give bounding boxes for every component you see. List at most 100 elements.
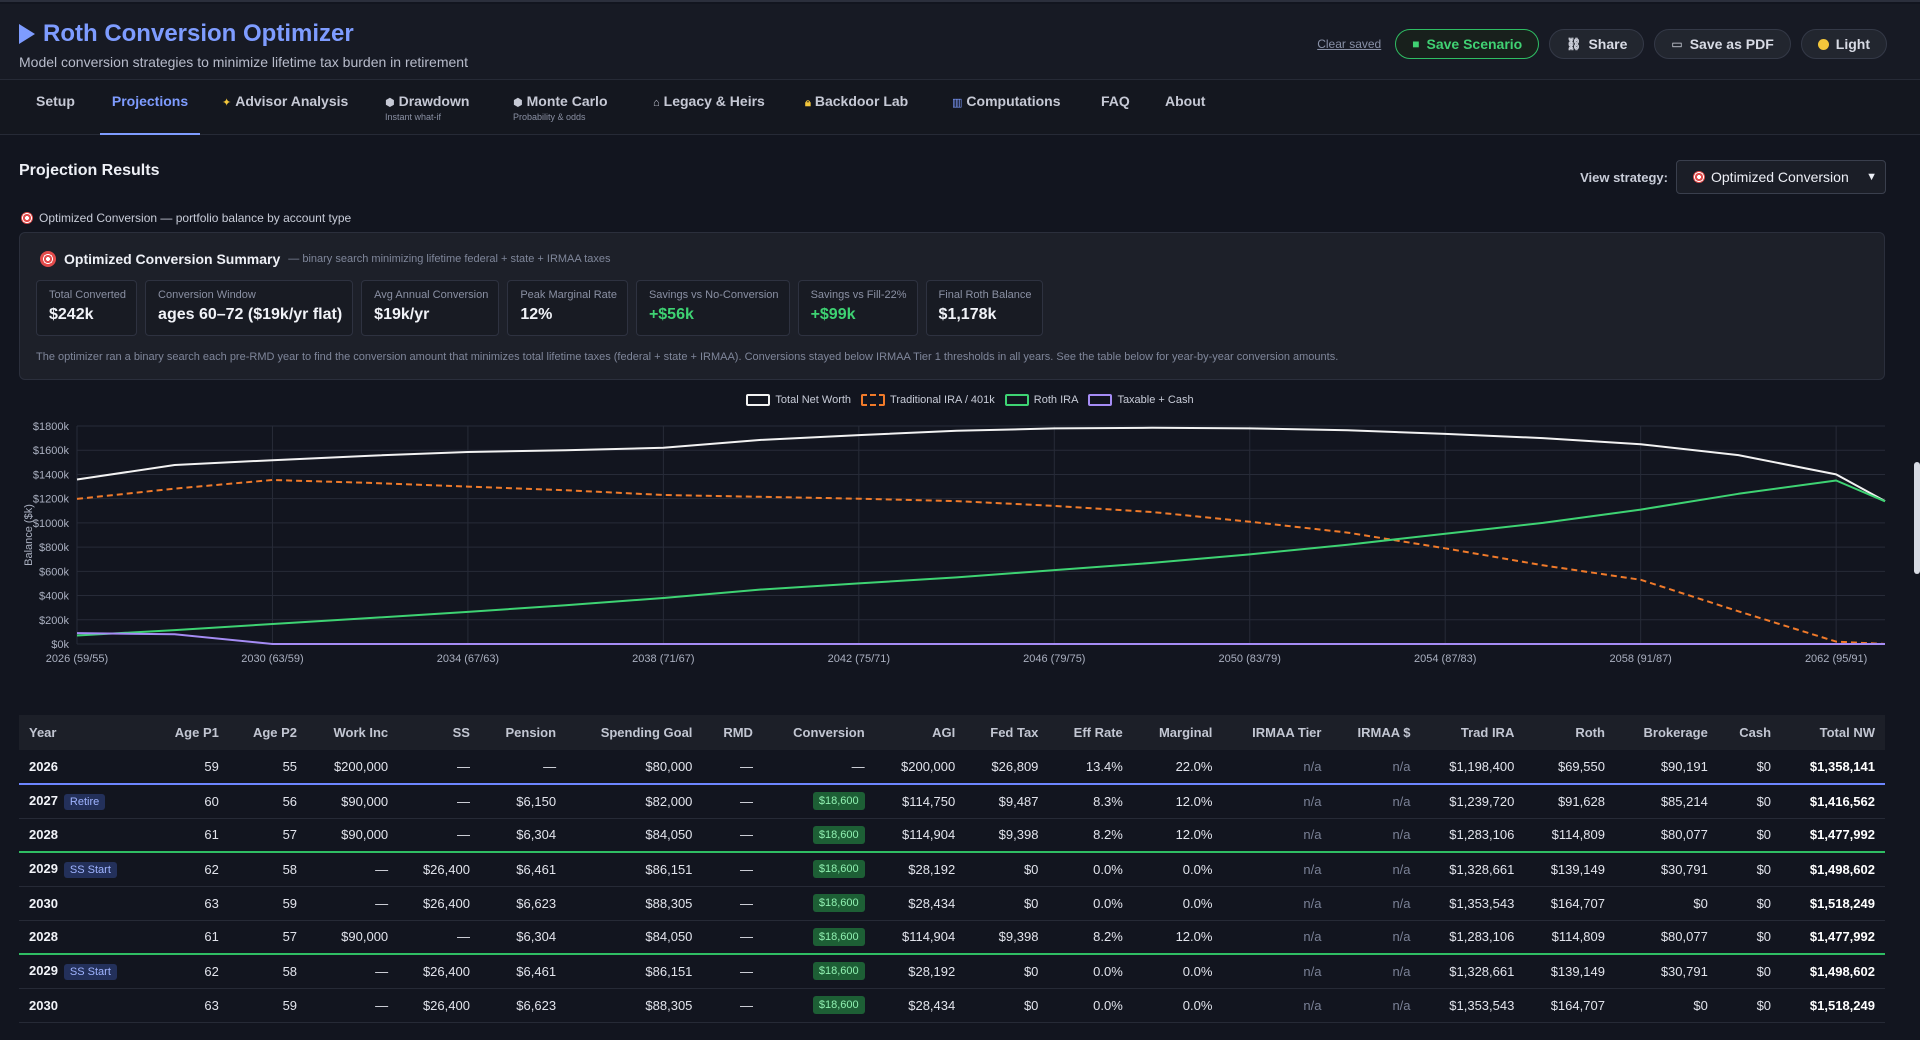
share-button[interactable]: ⛓ Share: [1549, 29, 1645, 59]
table-cell: $1,518,249: [1781, 988, 1885, 1023]
table-cell: $0: [1717, 851, 1782, 887]
house-icon: ⌂: [653, 97, 660, 109]
table-cell: $91,628: [1524, 783, 1615, 819]
table-cell: 0.0%: [1048, 953, 1133, 989]
y-tick-label: $200k: [39, 615, 69, 627]
tab-computations-label: Computations: [966, 93, 1061, 109]
scrollbar-thumb[interactable]: [1914, 462, 1920, 574]
table-cell: $114,904: [874, 920, 966, 955]
target-icon: [40, 251, 56, 267]
summary-header: Optimized Conversion Summary — binary se…: [40, 251, 610, 267]
table-cell: n/a: [1222, 953, 1332, 989]
table-cell: $114,809: [1524, 920, 1615, 955]
tab-legacy-heirs[interactable]: ⌂ Legacy & Heirs: [653, 80, 765, 135]
table-cell: n/a: [1222, 851, 1332, 887]
x-tick-label: 2054 (87/83): [1414, 653, 1476, 665]
series-line-1: [76, 479, 1886, 645]
tab-drawdown[interactable]: ⬢ Drawdown Instant what-if: [385, 80, 469, 135]
tab-monte-carlo-sub: Probability & odds: [513, 112, 586, 122]
table-cell: —: [762, 750, 875, 785]
cube-icon: ⬢: [385, 97, 395, 109]
table-cell: n/a: [1222, 920, 1332, 955]
legend-item-trad-ira[interactable]: Traditional IRA / 401k: [861, 394, 995, 406]
tab-monte-carlo[interactable]: ⬢ Monte Carlo Probability & odds: [513, 80, 608, 135]
strategy-select[interactable]: Optimized Conversion ▼: [1676, 160, 1886, 194]
stat-label: Conversion Window: [158, 289, 256, 301]
table-cell: 8.3%: [1048, 783, 1133, 819]
legend-item-taxable[interactable]: Taxable + Cash: [1088, 394, 1194, 406]
table-cell: n/a: [1222, 988, 1332, 1023]
table-cell: $0: [1717, 818, 1782, 853]
column-header: Conversion: [762, 715, 875, 750]
y-tick-label: $600k: [39, 566, 69, 578]
table-cell: n/a: [1331, 750, 1421, 785]
tab-about[interactable]: About: [1165, 80, 1205, 135]
stat-value: $1,178k: [938, 306, 997, 323]
tab-advisor-analysis[interactable]: ✦ Advisor Analysis: [222, 80, 348, 135]
conversion-chip: $18,600: [812, 962, 865, 981]
table-cell: $86,151: [566, 851, 703, 887]
table-cell: $114,904: [874, 818, 966, 853]
table-cell: $28,192: [874, 851, 966, 887]
save-pdf-button[interactable]: ▭ Save as PDF: [1654, 29, 1791, 59]
table-cell: $90,000: [307, 783, 399, 819]
target-icon: [21, 212, 33, 224]
table-cell: 55: [228, 750, 308, 785]
tab-backdoor-lab[interactable]: 🔒︎ Backdoor Lab: [805, 80, 908, 135]
table-cell: $139,149: [1524, 953, 1615, 989]
header-actions: Clear saved ■ Save Scenario ⛓ Share ▭ Sa…: [1317, 29, 1887, 59]
legend-item-roth[interactable]: Roth IRA: [1004, 394, 1078, 406]
table-cell: n/a: [1222, 750, 1332, 785]
table-cell: —: [702, 851, 763, 887]
tab-projections[interactable]: Projections: [100, 80, 200, 135]
conversion-chip: $18,600: [812, 825, 865, 844]
table-cell: —: [702, 953, 763, 989]
year-cell: 2026: [19, 750, 151, 785]
stat-avg-annual: Avg Annual Conversion $19k/yr: [361, 280, 500, 336]
save-scenario-button[interactable]: ■ Save Scenario: [1395, 29, 1540, 59]
table-cell: $90,000: [307, 818, 399, 853]
tab-faq[interactable]: FAQ: [1101, 80, 1130, 135]
table-cell: 22.0%: [1132, 750, 1223, 785]
chart-legend: Total Net Worth Traditional IRA / 401k R…: [0, 394, 1900, 406]
tab-setup[interactable]: Setup: [36, 80, 75, 135]
theme-toggle-button[interactable]: Light: [1800, 29, 1887, 59]
column-header: Cash: [1717, 715, 1782, 750]
x-tick-label: 2058 (91/87): [1609, 653, 1671, 665]
table-header-row: Year Age P1 Age P2 Work Inc SS Pension Spendin…: [19, 715, 1885, 750]
stat-savings-no-conversion: Savings vs No-Conversion +$56k: [635, 280, 790, 336]
table-cell: $9,398: [965, 818, 1049, 853]
legend-item-total-nw[interactable]: Total Net Worth: [746, 394, 851, 406]
table-cell: 0.0%: [1048, 886, 1133, 921]
stat-value: 12%: [520, 306, 553, 323]
table-cell: 0.0%: [1132, 886, 1223, 921]
clear-saved-link[interactable]: Clear saved: [1317, 37, 1382, 51]
table-row: 2026 59 55 $200,000— — $80,000— — $200,000 $26,8…: [19, 750, 1885, 785]
table-cell: $26,400: [398, 988, 480, 1023]
table-cell: $0: [1717, 783, 1782, 819]
table-cell: $18,600: [762, 920, 875, 955]
target-icon: [1693, 171, 1705, 183]
year-value: 2029: [29, 860, 58, 876]
table-cell: $26,400: [398, 851, 480, 887]
table-cell: 0.0%: [1048, 988, 1133, 1023]
table-cell: $1,283,106: [1420, 818, 1525, 853]
table-cell: $90,000: [307, 920, 399, 955]
table-cell: $1,353,543: [1420, 988, 1525, 1023]
table-cell: $85,214: [1614, 783, 1718, 819]
tab-computations[interactable]: ▥ Computations: [952, 80, 1061, 135]
share-label: Share: [1588, 36, 1628, 52]
column-header: Work Inc: [307, 715, 399, 750]
table-cell: 57: [228, 818, 308, 853]
table-cell: —: [307, 988, 399, 1023]
table-cell: $90,191: [1614, 750, 1718, 785]
table-cell: $0: [1717, 750, 1782, 785]
legend-label: Taxable + Cash: [1117, 394, 1194, 406]
summary-title: Optimized Conversion Summary: [64, 251, 281, 267]
summary-stats: Total Converted $242k Conversion Window …: [36, 280, 1043, 336]
stat-label: Savings vs Fill-22%: [810, 289, 907, 301]
table-cell: —: [479, 750, 567, 785]
series-line-3: [76, 632, 1885, 645]
table-cell: 0.0%: [1132, 953, 1223, 989]
table-cell: 63: [150, 988, 229, 1023]
